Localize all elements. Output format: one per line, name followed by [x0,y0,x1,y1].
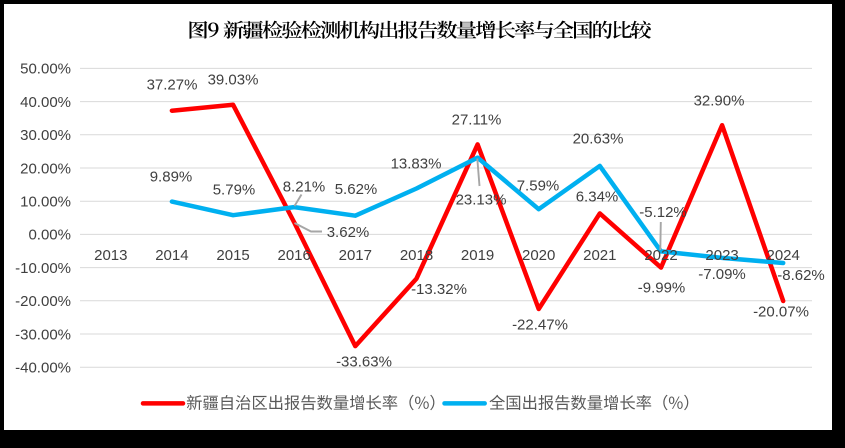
svg-text:30.00%: 30.00% [20,127,71,144]
svg-text:2019: 2019 [461,247,494,264]
svg-text:-9.99%: -9.99% [638,279,686,296]
svg-text:3.62%: 3.62% [327,224,370,241]
svg-text:-10.00%: -10.00% [15,260,71,277]
svg-text:0.00%: 0.00% [28,227,71,244]
svg-text:2024: 2024 [767,247,800,264]
svg-text:50.00%: 50.00% [20,61,71,78]
svg-text:20.00%: 20.00% [20,160,71,177]
svg-text:-8.62%: -8.62% [777,267,825,284]
svg-text:2021: 2021 [583,247,616,264]
svg-text:10.00%: 10.00% [20,194,71,211]
svg-text:2015: 2015 [216,247,249,264]
svg-text:23.13%: 23.13% [456,191,507,208]
svg-text:40.00%: 40.00% [20,94,71,111]
svg-text:-13.32%: -13.32% [411,281,467,298]
svg-text:37.27%: 37.27% [147,76,198,93]
svg-text:-20.00%: -20.00% [15,293,71,310]
svg-text:32.90%: 32.90% [694,92,745,109]
svg-text:-22.47%: -22.47% [512,316,568,333]
svg-text:2013: 2013 [94,247,127,264]
svg-text:8.21%: 8.21% [283,178,326,195]
svg-text:2017: 2017 [339,247,372,264]
svg-text:2020: 2020 [522,247,555,264]
svg-text:5.79%: 5.79% [213,181,256,198]
svg-text:2023: 2023 [705,247,738,264]
svg-text:7.59%: 7.59% [517,177,560,194]
svg-text:2022: 2022 [644,247,677,264]
svg-text:9.89%: 9.89% [150,168,193,185]
svg-text:-30.00%: -30.00% [15,326,71,343]
svg-text:2016: 2016 [278,247,311,264]
svg-text:27.11%: 27.11% [452,111,502,128]
svg-text:5.62%: 5.62% [335,181,378,198]
svg-text:6.34%: 6.34% [576,188,619,205]
svg-text:2018: 2018 [400,247,433,264]
svg-text:2014: 2014 [155,247,188,264]
svg-text:39.03%: 39.03% [208,71,259,88]
svg-text:13.83%: 13.83% [391,155,442,172]
svg-text:-7.09%: -7.09% [698,266,746,283]
svg-text:20.63%: 20.63% [573,130,624,147]
svg-text:-33.63%: -33.63% [336,353,392,370]
svg-text:-5.12%: -5.12% [639,204,687,221]
svg-text:-40.00%: -40.00% [15,360,71,377]
svg-text:-20.07%: -20.07% [753,303,809,320]
